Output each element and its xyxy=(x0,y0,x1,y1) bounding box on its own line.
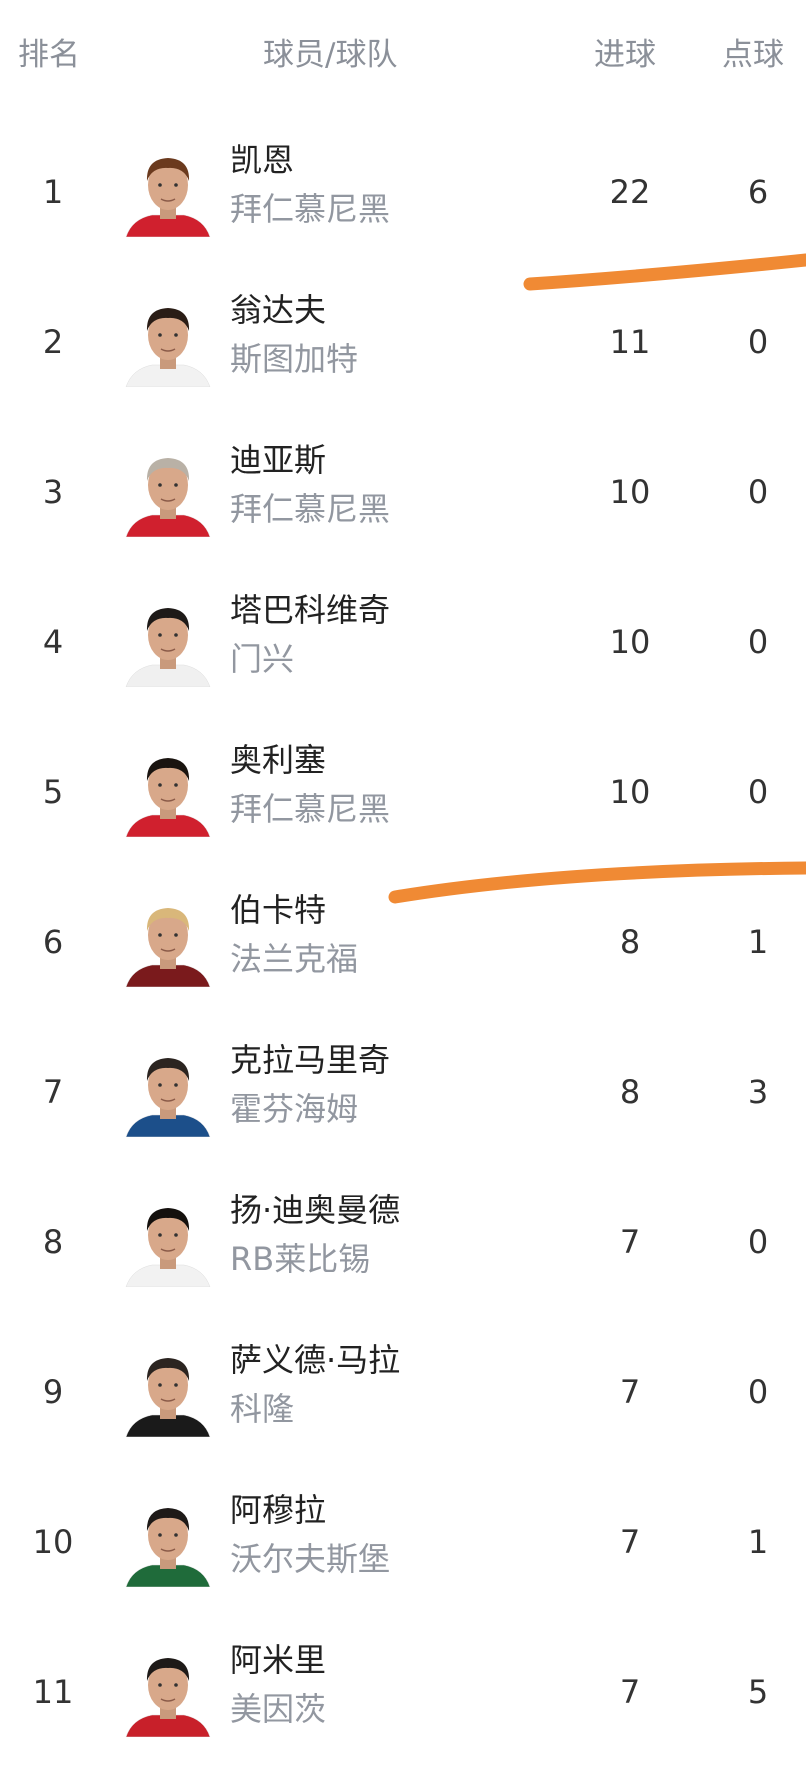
player-name[interactable]: 伯卡特 xyxy=(230,891,327,929)
player-avatar xyxy=(125,1208,211,1287)
team-name[interactable]: 拜仁慕尼黑 xyxy=(230,490,391,528)
table-row[interactable]: 6 伯卡特 法兰克福 8 1 xyxy=(0,867,806,1017)
goals-value: 7 xyxy=(619,1523,641,1561)
penalties-value: 0 xyxy=(747,1223,769,1261)
goals-value: 7 xyxy=(619,1673,641,1711)
penalties-value: 0 xyxy=(747,1373,769,1411)
team-name[interactable]: 美因茨 xyxy=(230,1690,327,1728)
player-name[interactable]: 克拉马里奇 xyxy=(230,1041,391,1079)
rank: 7 xyxy=(42,1073,64,1111)
player-name[interactable]: 塔巴科维奇 xyxy=(230,591,391,629)
penalties-value: 0 xyxy=(747,773,769,811)
goals-value: 8 xyxy=(619,923,641,961)
table-row[interactable]: 5 奥利塞 拜仁慕尼黑 10 0 xyxy=(0,717,806,867)
team-name[interactable]: 科隆 xyxy=(230,1390,295,1428)
player-avatar xyxy=(125,1058,211,1137)
player-avatar xyxy=(125,458,211,537)
player-name[interactable]: 阿米里 xyxy=(230,1641,327,1679)
rank: 9 xyxy=(42,1373,64,1411)
penalties-value: 1 xyxy=(747,923,769,961)
header-player-team: 球员/球队 xyxy=(263,37,398,73)
penalties-value: 0 xyxy=(747,323,769,361)
rank: 6 xyxy=(42,923,64,961)
rank: 10 xyxy=(32,1523,74,1561)
team-name[interactable]: RB莱比锡 xyxy=(230,1240,371,1278)
player-name[interactable]: 凯恩 xyxy=(230,141,295,179)
rank: 1 xyxy=(42,173,64,211)
team-name[interactable]: 门兴 xyxy=(230,640,295,678)
rank: 2 xyxy=(42,323,64,361)
penalties-value: 0 xyxy=(747,623,769,661)
table-row[interactable]: 4 塔巴科维奇 门兴 10 0 xyxy=(0,567,806,717)
player-name[interactable]: 迪亚斯 xyxy=(230,441,327,479)
player-name[interactable]: 阿穆拉 xyxy=(230,1491,327,1529)
table-row[interactable]: 9 萨义德·马拉 科隆 7 0 xyxy=(0,1317,806,1467)
player-avatar xyxy=(125,308,211,387)
penalties-value: 3 xyxy=(747,1073,769,1111)
team-name[interactable]: 沃尔夫斯堡 xyxy=(230,1540,391,1578)
team-name[interactable]: 拜仁慕尼黑 xyxy=(230,190,391,228)
rank: 3 xyxy=(42,473,64,511)
goals-value: 22 xyxy=(609,173,651,211)
team-name[interactable]: 斯图加特 xyxy=(230,340,359,378)
rank: 4 xyxy=(42,623,64,661)
goals-value: 8 xyxy=(619,1073,641,1111)
team-name[interactable]: 法兰克福 xyxy=(230,940,359,978)
header-penalties: 点球 xyxy=(722,37,784,73)
player-avatar xyxy=(125,758,211,837)
player-avatar xyxy=(125,908,211,987)
goals-value: 10 xyxy=(609,773,651,811)
player-avatar xyxy=(125,1358,211,1437)
goals-value: 10 xyxy=(609,473,651,511)
goals-value: 10 xyxy=(609,623,651,661)
goals-value: 11 xyxy=(609,323,651,361)
penalties-value: 5 xyxy=(747,1673,769,1711)
player-avatar xyxy=(125,158,211,237)
goals-value: 7 xyxy=(619,1223,641,1261)
player-avatar xyxy=(125,1658,211,1737)
player-name[interactable]: 翁达夫 xyxy=(230,291,327,329)
table-row[interactable]: 8 扬·迪奥曼德 RB莱比锡 7 0 xyxy=(0,1167,806,1317)
header-rank: 排名 xyxy=(18,37,80,73)
player-avatar xyxy=(125,608,211,687)
player-name[interactable]: 奥利塞 xyxy=(230,741,327,779)
player-name[interactable]: 萨义德·马拉 xyxy=(230,1341,401,1379)
goals-value: 7 xyxy=(619,1373,641,1411)
rank: 5 xyxy=(42,773,64,811)
table-row[interactable]: 10 阿穆拉 沃尔夫斯堡 7 1 xyxy=(0,1467,806,1617)
table-row[interactable]: 1 凯恩 拜仁慕尼黑 22 6 xyxy=(0,117,806,267)
penalties-value: 0 xyxy=(747,473,769,511)
player-avatar xyxy=(125,1508,211,1587)
table-row[interactable]: 3 迪亚斯 拜仁慕尼黑 10 0 xyxy=(0,417,806,567)
penalties-value: 6 xyxy=(747,173,769,211)
penalties-value: 1 xyxy=(747,1523,769,1561)
rank: 11 xyxy=(32,1673,74,1711)
table-row[interactable]: 2 翁达夫 斯图加特 11 0 xyxy=(0,267,806,417)
rank: 8 xyxy=(42,1223,64,1261)
header-goals: 进球 xyxy=(594,37,656,73)
table-row[interactable]: 7 克拉马里奇 霍芬海姆 8 3 xyxy=(0,1017,806,1167)
team-name[interactable]: 拜仁慕尼黑 xyxy=(230,790,391,828)
player-name[interactable]: 扬·迪奥曼德 xyxy=(230,1191,401,1229)
table-row[interactable]: 11 阿米里 美因茨 7 5 xyxy=(0,1617,806,1767)
team-name[interactable]: 霍芬海姆 xyxy=(230,1090,359,1128)
